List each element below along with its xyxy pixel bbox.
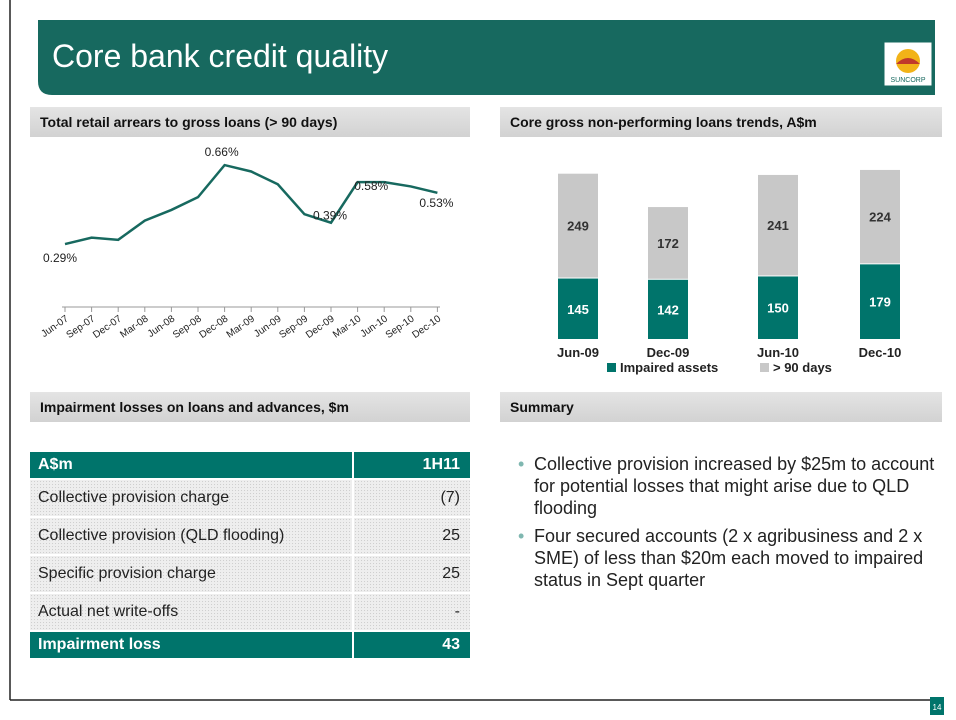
- section-header: Impairment losses on loans and advances,…: [30, 392, 470, 422]
- x-tick-label: Dec-10: [410, 313, 443, 341]
- x-tick-label: Sep-09: [277, 313, 310, 341]
- table-cell: Specific provision charge: [38, 565, 216, 582]
- data-label: 142: [657, 302, 679, 317]
- x-tick-label: Jun-09: [557, 345, 599, 360]
- data-label: 224: [869, 210, 891, 225]
- table-row: A$m 1H11: [30, 452, 470, 478]
- table-cell: 43: [352, 632, 470, 658]
- table-row: Collective provision charge (7): [30, 480, 470, 516]
- x-tick-label: Dec-10: [859, 345, 902, 360]
- table-cell: 25: [352, 518, 470, 554]
- x-tick-label: Sep-10: [384, 313, 417, 341]
- slide-title: Core bank credit quality: [52, 38, 388, 74]
- data-label: 0.66%: [205, 145, 239, 159]
- legend-swatch: [607, 363, 616, 372]
- legend-label: Impaired assets: [620, 360, 718, 375]
- summary-bullet: Collective provision increased by $25m t…: [518, 453, 938, 519]
- data-label: 150: [767, 301, 789, 316]
- table-cell: Collective provision charge: [38, 489, 230, 506]
- logo-mark: [896, 58, 920, 64]
- x-tick-label: Sep-08: [171, 313, 204, 341]
- logo-text: SUNCORP: [890, 77, 925, 84]
- legend-swatch: [760, 363, 769, 372]
- data-label: 179: [869, 295, 891, 310]
- x-tick-label: Dec-09: [304, 313, 337, 341]
- section-header: Summary: [500, 392, 942, 422]
- section-header: Total retail arrears to gross loans (> 9…: [30, 107, 470, 137]
- bar-segment: [648, 207, 688, 279]
- table-cell: 1H11: [352, 452, 470, 478]
- bar-segment: [558, 173, 598, 278]
- header-bar: [38, 20, 935, 95]
- data-label: 145: [567, 302, 589, 317]
- page-number-box: [930, 697, 944, 715]
- bar-segment: [648, 279, 688, 339]
- data-label: 172: [657, 236, 679, 251]
- x-tick-label: Dec-09: [647, 345, 690, 360]
- line-series: [64, 163, 438, 246]
- table-row: Actual net write-offs -: [30, 594, 470, 630]
- summary-list: Collective provision increased by $25m t…: [518, 453, 938, 597]
- x-tick-label: Mar-09: [225, 313, 258, 340]
- bar-segment: [860, 264, 900, 339]
- page-number: 14: [933, 703, 942, 712]
- table-cell: 25: [352, 556, 470, 592]
- bar-segment: [758, 276, 798, 339]
- table-cell: Collective provision (QLD flooding): [38, 527, 285, 544]
- table-cell: -: [352, 594, 470, 630]
- table-cell: (7): [352, 480, 470, 516]
- table-cell: A$m: [38, 456, 73, 473]
- x-tick-label: Sep-07: [65, 313, 98, 341]
- section-header: Core gross non-performing loans trends, …: [500, 107, 942, 137]
- x-tick-label: Mar-08: [118, 313, 151, 340]
- table-row: Impairment loss 43: [30, 632, 470, 658]
- data-label: 249: [567, 219, 589, 234]
- data-label: 0.58%: [354, 179, 388, 193]
- bar-segment: [558, 278, 598, 339]
- bar-segment: [860, 169, 900, 264]
- bar-segment: [758, 174, 798, 276]
- x-tick-label: Dec-08: [198, 313, 231, 341]
- data-label: 0.53%: [419, 196, 453, 210]
- table-cell: Impairment loss: [38, 636, 161, 653]
- table-cell: Actual net write-offs: [38, 603, 179, 620]
- table-row: Specific provision charge 25: [30, 556, 470, 592]
- x-tick-label: Dec-07: [91, 313, 124, 341]
- data-label: 241: [767, 218, 789, 233]
- legend-label: > 90 days: [773, 360, 832, 375]
- data-label: 0.29%: [43, 251, 77, 265]
- table: A$m 1H11 Collective provision charge (7) Col…: [30, 452, 470, 660]
- table-row: Collective provision (QLD flooding) 25: [30, 518, 470, 554]
- x-tick-label: Mar-10: [331, 313, 364, 340]
- x-tick-label: Jun-10: [757, 345, 799, 360]
- summary-bullet: Four secured accounts (2 x agribusiness …: [518, 525, 938, 591]
- data-label: 0.39%: [313, 209, 347, 223]
